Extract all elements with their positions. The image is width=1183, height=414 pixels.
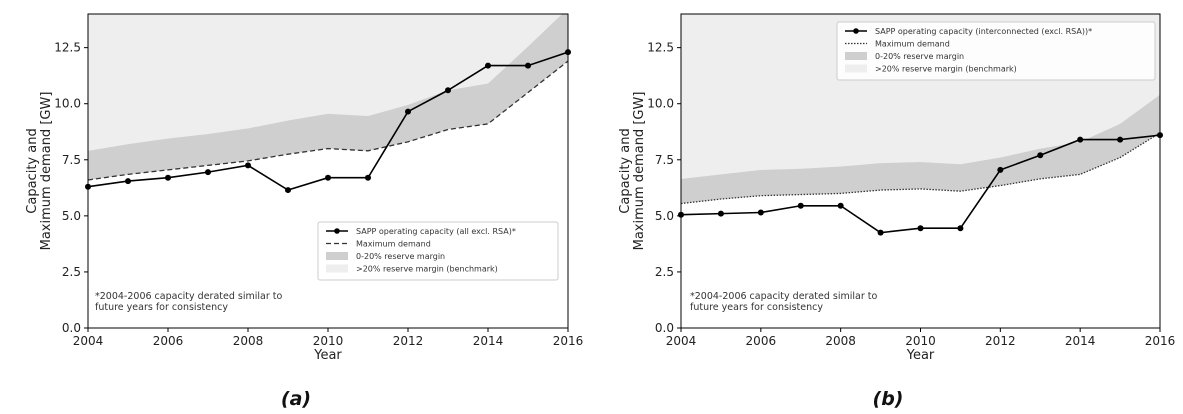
capacity-point <box>325 174 331 181</box>
capacity-point <box>957 225 964 232</box>
capacity-point <box>797 202 804 209</box>
y-tick-label: 12.5 <box>54 41 81 55</box>
legend-label: >20% reserve margin (benchmark) <box>356 265 498 274</box>
capacity-point <box>1077 136 1084 143</box>
y-tick-label: 5.0 <box>655 209 674 223</box>
y-axis-label-line-1: Capacity and <box>618 128 633 213</box>
capacity-point <box>165 174 171 181</box>
reserve-band <box>681 94 1160 204</box>
legend: SAPP operating capacity (all excl. RSA)*… <box>317 221 559 281</box>
x-tick-label: 2016 <box>553 334 584 348</box>
y-tick-label: 10.0 <box>647 97 674 111</box>
capacity-point <box>405 108 411 115</box>
capacity-point <box>877 229 884 236</box>
footnote-line-1: *2004-2006 capacity derated similar to <box>690 291 877 302</box>
legend-label: SAPP operating capacity (interconnected … <box>875 27 1092 36</box>
x-tick-label: 2008 <box>233 334 264 348</box>
x-axis-label: Year <box>313 348 342 363</box>
capacity-point <box>837 202 844 209</box>
capacity-point <box>205 169 211 176</box>
legend: SAPP operating capacity (interconnected … <box>836 21 1156 81</box>
y-tick-label: 0.0 <box>655 321 674 335</box>
x-tick-label: 2014 <box>473 334 504 348</box>
panel-label: (a) <box>281 388 311 410</box>
capacity-point <box>125 178 131 185</box>
capacity-point <box>445 87 451 94</box>
x-tick-label: 2008 <box>825 334 856 348</box>
x-tick-label: 2016 <box>1145 334 1176 348</box>
capacity-point <box>997 166 1004 173</box>
y-axis-label-line-1: Capacity and <box>25 128 40 213</box>
y-tick-label: 7.5 <box>655 153 674 167</box>
x-tick-label: 2014 <box>1065 334 1096 348</box>
capacity-point <box>1037 152 1044 159</box>
legend-swatch-capacity-marker <box>853 28 859 34</box>
footnote-line-2: future years for consistency <box>690 302 823 313</box>
y-tick-label: 7.5 <box>62 153 81 167</box>
capacity-point <box>757 209 764 216</box>
x-axis-label: Year <box>906 348 935 363</box>
chart-panel-a: 2004 2006 2008 2010 2012 2014 2016 0.0 2.5 5.0 7.5… <box>25 13 584 410</box>
legend-swatch-benchmark <box>845 64 867 73</box>
y-axis-label-line-2: Maximum demand [GW] <box>39 92 54 251</box>
capacity-point <box>917 225 924 232</box>
plot-area <box>88 14 568 191</box>
y-axis-label-line-2: Maximum demand [GW] <box>632 92 647 251</box>
y-tick-label: 12.5 <box>647 41 674 55</box>
capacity-point <box>285 187 291 194</box>
legend-label: Maximum demand <box>875 40 950 49</box>
y-tick-label: 2.5 <box>655 265 674 279</box>
capacity-point <box>485 62 491 69</box>
panel-label: (b) <box>873 388 904 410</box>
legend-label: 0-20% reserve margin <box>356 252 445 261</box>
legend-label: 0-20% reserve margin <box>875 52 964 61</box>
reserve-band <box>88 14 568 180</box>
y-tick-label: 10.0 <box>54 97 81 111</box>
legend-swatch-band <box>845 52 867 60</box>
y-tick-label: 2.5 <box>62 265 81 279</box>
y-tick-label: 5.0 <box>62 209 81 223</box>
x-tick-label: 2004 <box>73 334 104 348</box>
legend-box <box>317 221 559 281</box>
x-tick-label: 2006 <box>746 334 777 348</box>
legend-label: Maximum demand <box>356 240 431 249</box>
x-tick-label: 2012 <box>393 334 424 348</box>
y-axis-label: Capacity and Maximum demand [GW] <box>618 92 647 251</box>
capacity-point <box>365 174 371 181</box>
x-tick-label: 2010 <box>313 334 344 348</box>
x-tick-label: 2010 <box>905 334 936 348</box>
benchmark-region <box>88 14 568 151</box>
legend-box <box>836 21 1156 81</box>
x-tick-label: 2004 <box>666 334 697 348</box>
footnote-line-1: *2004-2006 capacity derated similar to <box>95 291 282 302</box>
legend-label: >20% reserve margin (benchmark) <box>875 65 1017 74</box>
x-tick-label: 2012 <box>985 334 1016 348</box>
footnote-line-2: future years for consistency <box>95 302 228 313</box>
demand-line <box>681 132 1160 205</box>
legend-swatch-capacity-marker <box>334 228 340 234</box>
capacity-point <box>1117 136 1124 143</box>
capacity-point <box>525 62 531 69</box>
legend-label: SAPP operating capacity (all excl. RSA)* <box>356 227 516 236</box>
y-axis-label: Capacity and Maximum demand [GW] <box>25 92 54 251</box>
chart-panel-b: 2004 2006 2008 2010 2012 2014 2016 0.0 2.5 5.0 7.5… <box>618 13 1176 410</box>
capacity-point <box>717 210 724 217</box>
demand-line <box>88 60 568 181</box>
capacity-point <box>245 162 251 169</box>
legend-swatch-benchmark <box>326 264 348 273</box>
legend-swatch-band <box>326 252 348 260</box>
y-tick-label: 0.0 <box>62 321 81 335</box>
x-tick-label: 2006 <box>153 334 184 348</box>
